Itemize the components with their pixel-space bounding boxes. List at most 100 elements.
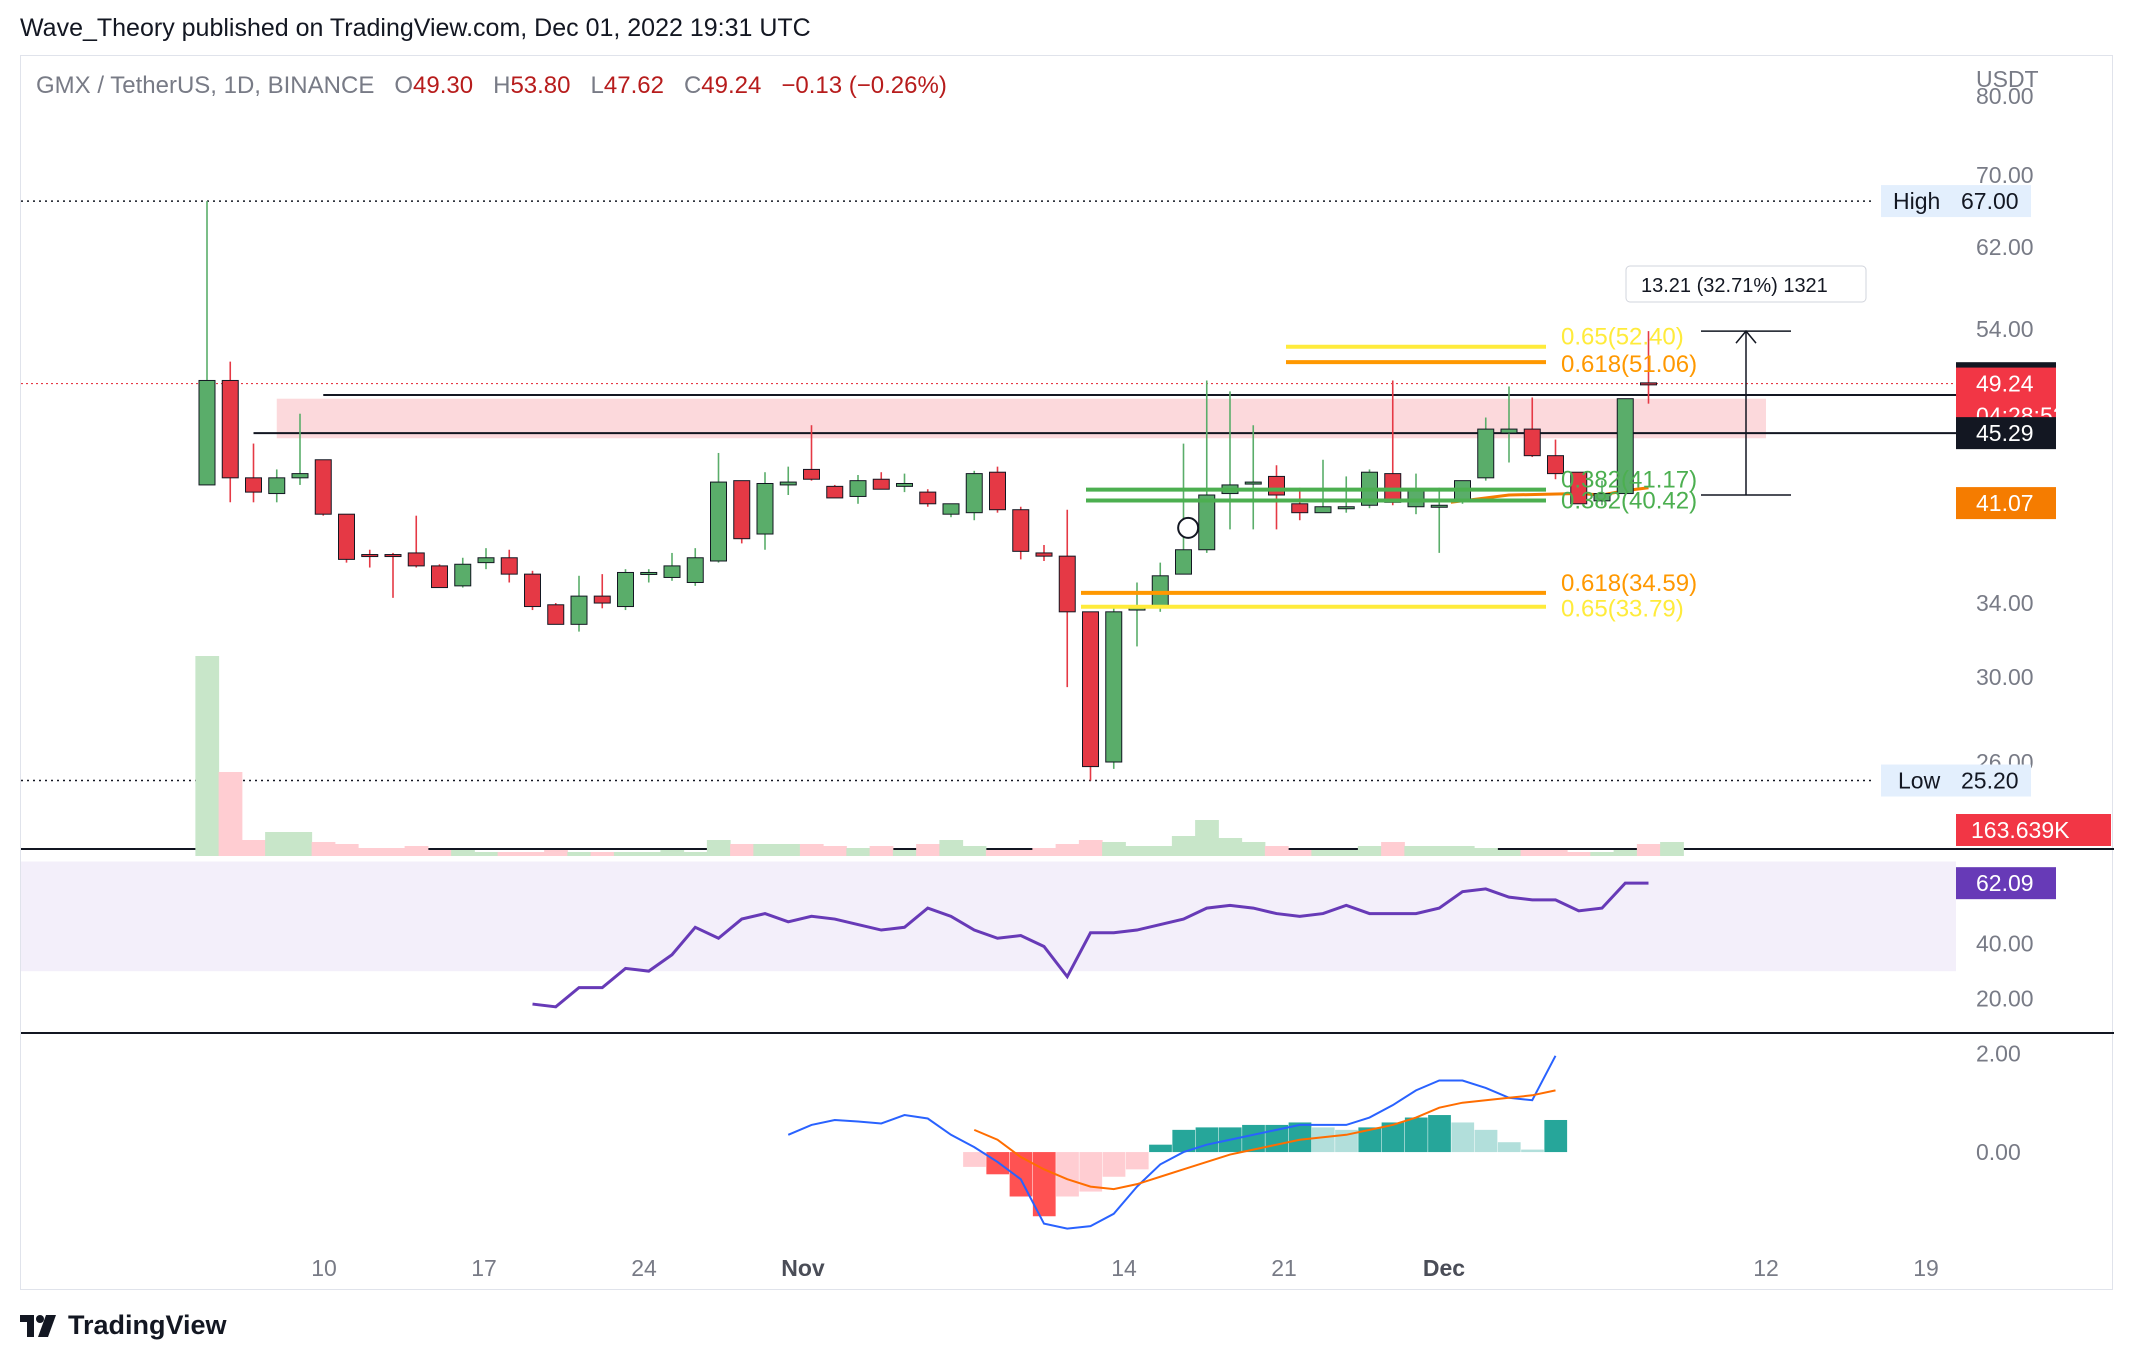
candle[interactable] [1314,506,1332,514]
candle[interactable] [1244,481,1262,485]
candle[interactable] [1035,552,1053,557]
candle[interactable] [593,595,611,604]
volume-bar [474,852,499,856]
candle[interactable] [500,557,518,575]
candle[interactable] [407,552,425,567]
candle[interactable] [547,604,565,625]
candle[interactable] [779,481,797,486]
volume-bar [799,844,824,856]
candle[interactable] [1477,428,1495,479]
candle[interactable] [1430,504,1448,508]
candle[interactable] [756,482,774,535]
volume-bar [218,772,243,856]
candle[interactable] [896,482,913,487]
candle[interactable] [1268,475,1285,496]
chart-canvas[interactable]: 80.0070.0062.0054.0040.0034.0030.0026.00… [21,56,2114,1291]
candle[interactable] [849,480,867,497]
candle[interactable] [1105,611,1123,763]
volume-bar [404,846,429,856]
candle[interactable] [826,485,844,499]
x-tick-label: 19 [1913,1255,1939,1281]
rsi-value-box [1956,867,2056,900]
legend-change: −0.13 (−0.26%) [781,72,947,99]
chart-frame[interactable]: 80.0070.0062.0054.0040.0034.0030.0026.00… [20,55,2114,1291]
candle[interactable] [454,563,472,587]
candle[interactable] [1198,494,1216,551]
y-tick-label: 54.00 [1976,316,2034,342]
candle[interactable] [617,571,634,608]
volume-bar [520,852,545,856]
y-tick-label: 34.00 [1976,590,2034,616]
candle[interactable] [1337,506,1355,510]
candle[interactable] [1175,549,1192,575]
candle[interactable] [1593,493,1611,502]
volume-bar [1497,850,1522,856]
price-label-box [1956,487,2056,520]
volume-bar [1427,846,1452,856]
candle[interactable] [1500,428,1518,434]
candle[interactable] [686,557,704,583]
candle[interactable] [361,554,379,558]
candle[interactable] [1058,555,1076,613]
candle[interactable] [989,471,1006,511]
volume-bar [288,832,313,856]
volume-bar [730,844,754,856]
candle[interactable] [710,481,727,562]
candle[interactable] [524,573,541,608]
volume-bar [916,844,940,856]
candle[interactable] [477,557,495,564]
volume-bar [1102,842,1126,856]
volume-bar [544,850,568,856]
x-tick-label: 10 [311,1255,337,1281]
macd-histogram-bar [1079,1152,1103,1192]
legend-symbol[interactable]: GMX / TetherUS, 1D, BINANCE [36,72,375,99]
volume-bar [660,850,685,856]
candle[interactable] [245,477,262,493]
candle[interactable] [338,513,355,560]
macd-histogram-bar [1474,1129,1498,1153]
high-value: 67.00 [1961,188,2019,214]
low-label: Low [1898,768,1941,794]
measure-box [1625,265,1867,303]
candle[interactable] [942,503,960,515]
candle[interactable] [640,571,658,575]
candle[interactable] [431,565,448,589]
candle[interactable] [872,478,890,490]
candle[interactable] [1291,503,1309,514]
macd-signal-line [973,1089,1556,1191]
volume-bar [241,840,266,856]
candle[interactable] [384,554,402,558]
volume-bar [358,848,382,856]
candle[interactable] [570,595,588,625]
candle[interactable] [291,473,309,479]
volume-bar [1195,820,1219,856]
candle[interactable] [965,473,983,514]
candle[interactable] [221,379,239,479]
candle[interactable] [1523,428,1541,457]
macd-tick-label: 2.00 [1976,1040,2021,1066]
volume-bar [1055,844,1080,856]
fib-lower-label: 0.618(34.59) [1561,570,1697,597]
candle[interactable] [198,379,216,486]
candle[interactable] [1570,471,1588,505]
candle[interactable] [1640,382,1657,386]
price-label-orange: 41.07 [1976,490,2034,516]
x-tick-label: Dec [1423,1255,1465,1281]
fib-lower-label: 0.65(33.79) [1561,596,1684,623]
candle[interactable] [1012,509,1030,552]
candle[interactable] [1547,455,1564,475]
candle[interactable] [268,477,286,495]
fib-upper-label: 0.65(52.40) [1561,324,1684,351]
legend-close: 49.24 [701,72,762,99]
candle[interactable] [919,491,937,505]
x-tick-label: 14 [1111,1255,1137,1281]
candle[interactable] [663,565,681,578]
candle[interactable] [1082,611,1099,768]
candle[interactable] [733,480,751,540]
footer-brand[interactable]: TradingView [68,1310,227,1340]
candle[interactable] [1616,398,1634,495]
candle[interactable] [314,459,332,515]
candle[interactable] [803,468,820,480]
y-tick-label: 80.00 [1976,83,2034,109]
x-tick-label: 17 [471,1255,497,1281]
